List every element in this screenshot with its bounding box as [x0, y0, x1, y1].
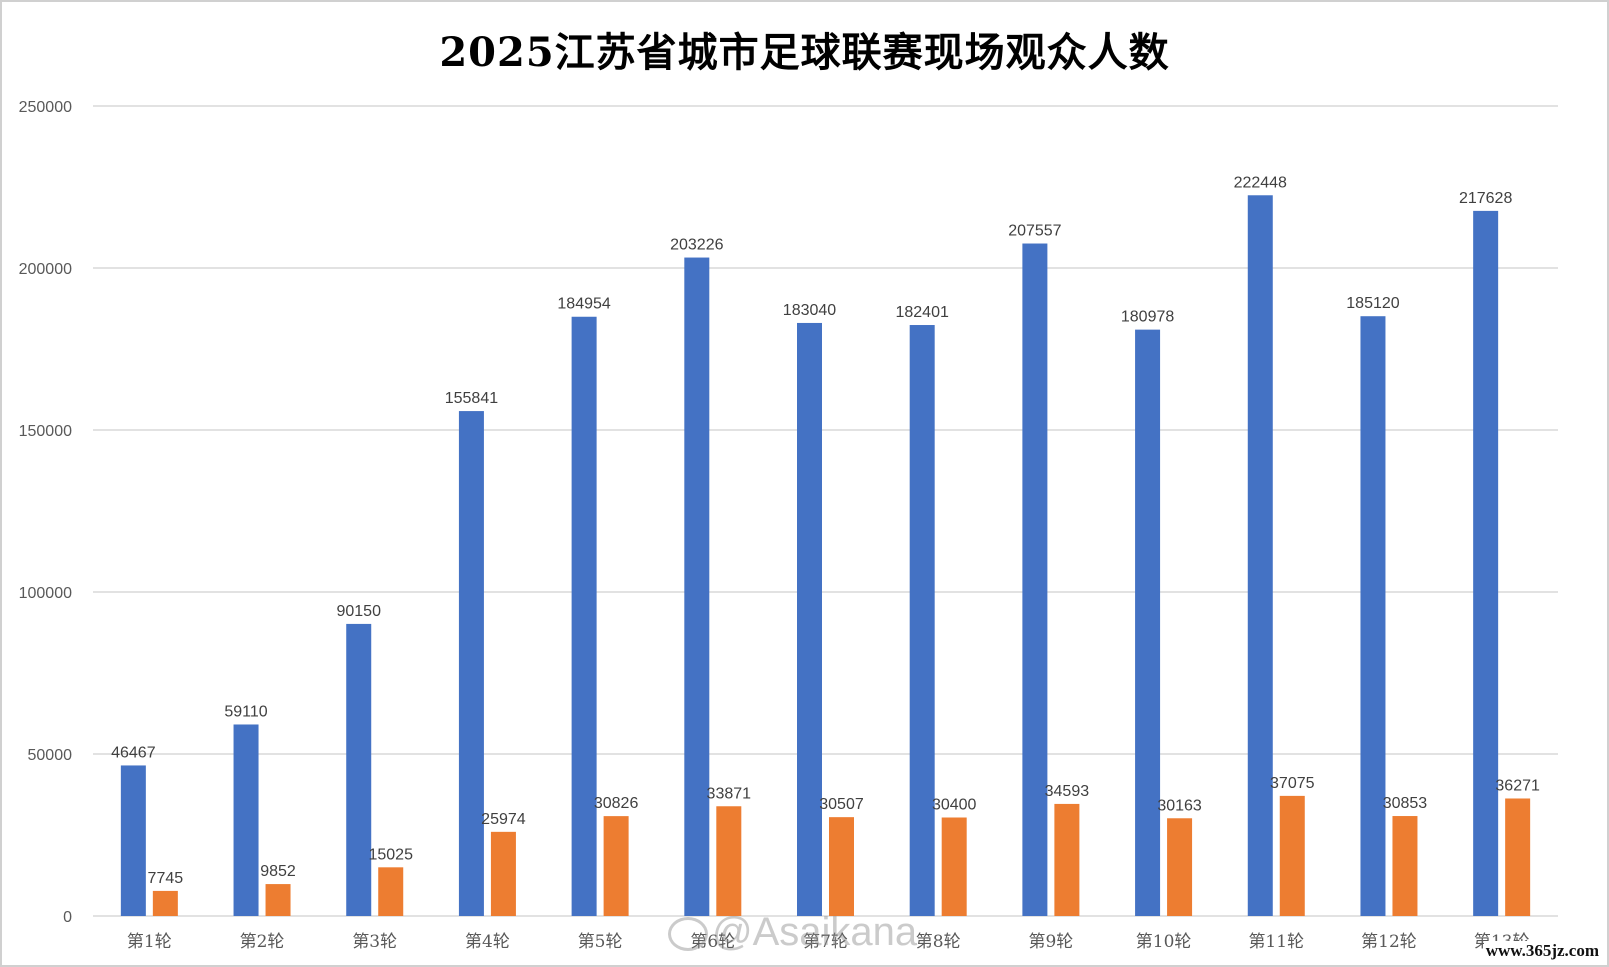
bar-series-1	[346, 623, 372, 916]
bar-series-2	[378, 867, 404, 916]
y-tick-label: 50000	[28, 747, 73, 764]
bar-series-2	[490, 831, 516, 916]
bar-series-1	[1247, 195, 1273, 916]
data-label: 185120	[1346, 295, 1399, 312]
bar-series-1	[797, 322, 822, 916]
data-label: 9852	[260, 863, 296, 880]
y-tick-label: 150000	[19, 423, 72, 440]
x-tick-label: 第5轮	[578, 932, 623, 952]
data-label: 217628	[1459, 190, 1512, 207]
data-label: 155841	[445, 390, 498, 407]
bar-series-1	[1135, 329, 1161, 916]
data-label: 183040	[783, 302, 836, 319]
x-tick-label: 第1轮	[127, 932, 172, 952]
bar-series-2	[1392, 816, 1418, 916]
y-tick-label: 250000	[19, 99, 72, 116]
watermark-text: @Asaikana	[712, 910, 918, 954]
x-tick-label: 第3轮	[352, 932, 397, 952]
bar-series-1	[909, 325, 935, 916]
x-tick-label: 第7轮	[803, 932, 848, 952]
data-label: 15025	[368, 846, 413, 863]
bar-series-1	[120, 765, 146, 916]
bar-series-2	[829, 817, 854, 916]
bar-series-2	[716, 806, 742, 916]
bar-series-1	[684, 257, 710, 917]
y-tick-label: 200000	[19, 261, 72, 278]
data-label: 182401	[895, 304, 948, 321]
bar-series-2	[152, 890, 178, 916]
data-label: 34593	[1045, 783, 1090, 800]
data-label: 90150	[336, 603, 381, 620]
data-label: 203226	[670, 237, 723, 254]
weibo-icon	[668, 917, 708, 952]
bar-series-1	[458, 411, 484, 916]
bar-series-1	[233, 724, 259, 916]
data-label: 59110	[224, 703, 267, 720]
data-label: 207557	[1008, 223, 1061, 240]
data-label: 46467	[111, 744, 156, 761]
data-label: 25974	[481, 811, 526, 828]
y-tick-label: 0	[63, 909, 72, 926]
data-label: 36271	[1495, 777, 1540, 794]
x-tick-label: 第4轮	[465, 932, 510, 952]
x-tick-label: 第12轮	[1361, 932, 1417, 952]
data-label: 37075	[1270, 775, 1315, 792]
watermark: @Asaikana	[668, 910, 917, 955]
data-label: 180978	[1121, 309, 1174, 326]
bar-series-2	[1054, 803, 1080, 916]
chart-title: 2025江苏省城市足球联赛现场观众人数	[439, 29, 1170, 76]
bar-series-2	[1279, 795, 1305, 916]
bar-series-2	[1167, 818, 1193, 916]
x-tick-label: 第9轮	[1028, 932, 1073, 952]
data-label: 30400	[932, 797, 977, 814]
bar-series-2	[1505, 798, 1531, 916]
bar-series-1	[1473, 210, 1499, 917]
data-label: 30853	[1383, 795, 1428, 812]
x-tick-label: 第2轮	[240, 932, 285, 952]
data-label: 7745	[148, 870, 184, 887]
x-tick-label: 第11轮	[1248, 932, 1304, 952]
bar-series-2	[941, 817, 967, 916]
bar-series-2	[603, 816, 629, 916]
bar-series-2	[265, 884, 291, 916]
x-tick-label: 第8轮	[916, 932, 961, 952]
bar-series-1	[571, 316, 597, 917]
data-label: 33871	[707, 785, 752, 802]
data-label: 30163	[1157, 797, 1202, 814]
bar-series-1	[1360, 316, 1386, 917]
y-tick-label: 100000	[19, 585, 72, 602]
x-tick-label: 第10轮	[1136, 932, 1192, 952]
site-watermark: www.365jz.com	[1483, 941, 1601, 961]
bar-series-1	[1022, 243, 1048, 916]
data-label: 184954	[557, 296, 610, 313]
data-label: 30507	[819, 796, 864, 813]
data-label: 30826	[594, 795, 639, 812]
data-label: 222448	[1234, 174, 1287, 191]
